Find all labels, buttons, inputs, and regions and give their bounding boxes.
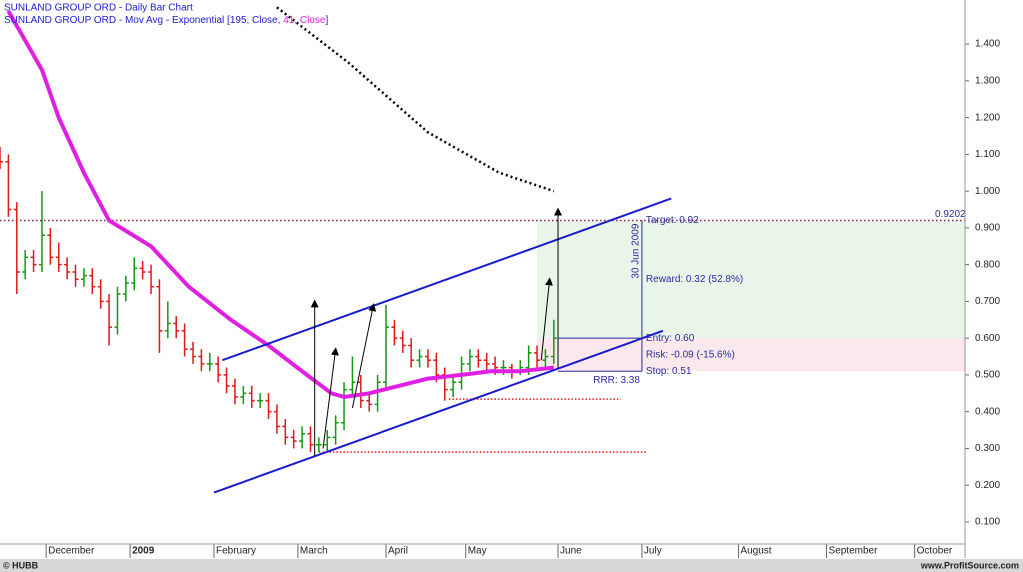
- subtitle-part: ]: [325, 15, 328, 26]
- rrr-label: RRR: 3.38: [593, 375, 640, 386]
- y-tick-label: 0.300: [975, 443, 1000, 454]
- footer-right: www.ProfitSource.com: [920, 560, 1019, 570]
- footer-bar: [0, 559, 1023, 572]
- target-line-label: 0.9202: [935, 209, 966, 220]
- y-tick-label: 1.000: [975, 186, 1000, 197]
- y-tick-label: 0.700: [975, 296, 1000, 307]
- y-tick-label: 0.900: [975, 223, 1000, 234]
- x-tick-label: March: [300, 546, 328, 557]
- y-tick-label: 1.400: [975, 39, 1000, 50]
- arrow: [322, 347, 339, 449]
- y-tick-label: 1.300: [975, 76, 1000, 87]
- x-tick-label: September: [829, 546, 879, 557]
- moving-average: [6, 10, 555, 399]
- channel-line: [213, 329, 664, 494]
- ma-projection: [276, 6, 555, 193]
- x-tick-label: June: [560, 546, 582, 557]
- x-tick-label: December: [48, 546, 95, 557]
- entry-label: Entry: 0.60: [646, 333, 695, 344]
- y-tick-label: 1.200: [975, 112, 1000, 123]
- stop-label: Stop: 0.51: [646, 366, 692, 377]
- y-tick-label: 0.100: [975, 517, 1000, 528]
- subtitle-part: 41, Close: [283, 15, 326, 26]
- x-tick-label: October: [917, 546, 953, 557]
- x-tick-label: August: [740, 546, 771, 557]
- x-tick-label: April: [388, 546, 408, 557]
- y-tick-label: 1.100: [975, 149, 1000, 160]
- x-tick-label: February: [216, 546, 256, 557]
- x-tick-label: 2009: [132, 546, 155, 557]
- chart-title: SUNLAND GROUP ORD - Daily Bar Chart: [4, 3, 193, 14]
- channel-line: [222, 197, 672, 362]
- reward-label: Reward: 0.32 (52.8%): [646, 274, 743, 285]
- y-tick-label: 0.400: [975, 406, 1000, 417]
- date-label: 30 Jun 2009: [631, 223, 642, 278]
- footer-left: © HUBB: [3, 560, 39, 570]
- target-label: Target: 0.92: [646, 215, 699, 226]
- x-tick-label: July: [644, 546, 662, 557]
- y-tick-label: 0.800: [975, 259, 1000, 270]
- risk-zone: [537, 338, 965, 372]
- y-tick-label: 0.200: [975, 480, 1000, 491]
- subtitle-part: SUNLAND GROUP ORD - Mov Avg - Exponentia…: [4, 15, 283, 26]
- y-tick-label: 0.500: [975, 370, 1000, 381]
- chart-subtitle: SUNLAND GROUP ORD - Mov Avg - Exponentia…: [4, 15, 328, 26]
- arrow: [540, 277, 553, 361]
- x-tick-label: May: [468, 546, 487, 557]
- arrow: [351, 303, 377, 409]
- y-tick-label: 0.600: [975, 333, 1000, 344]
- risk-label: Risk: -0.09 (-15.6%): [646, 349, 735, 360]
- reward-zone: [537, 220, 965, 339]
